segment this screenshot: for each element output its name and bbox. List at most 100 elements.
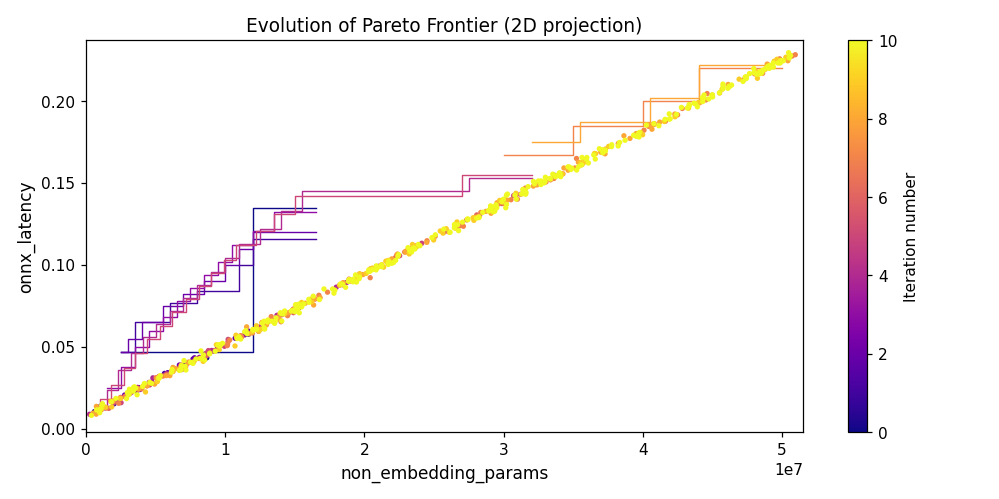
Point (195, 357, 211, 365)
Point (390, 250, 406, 258)
Point (632, 129, 648, 137)
Point (631, 133, 647, 141)
Point (642, 122, 658, 130)
Point (403, 247, 419, 254)
Point (185, 355, 201, 363)
Point (273, 318, 289, 326)
Point (687, 100, 703, 108)
Point (111, 399, 127, 407)
Point (754, 68, 770, 76)
Point (489, 201, 504, 209)
Point (646, 120, 662, 128)
Point (273, 309, 289, 317)
Point (749, 68, 765, 76)
Point (342, 276, 358, 284)
Point (555, 164, 571, 172)
Point (287, 308, 303, 316)
Point (580, 159, 596, 167)
Point (164, 367, 180, 375)
Point (123, 389, 139, 397)
Point (151, 374, 167, 382)
Point (163, 368, 179, 376)
Point (398, 249, 414, 256)
Point (363, 265, 379, 273)
Point (173, 366, 189, 374)
Point (531, 179, 547, 187)
Point (472, 214, 488, 222)
Point (368, 266, 384, 274)
Point (634, 131, 650, 139)
Point (517, 185, 533, 193)
Point (370, 264, 386, 272)
Point (532, 181, 548, 189)
Point (468, 214, 484, 222)
Point (288, 301, 304, 309)
Point (784, 52, 800, 60)
Point (486, 208, 501, 216)
Point (656, 118, 672, 126)
Point (560, 167, 576, 175)
Point (320, 288, 336, 296)
Point (285, 306, 301, 314)
Point (690, 99, 706, 107)
Point (748, 70, 764, 78)
Point (466, 214, 482, 222)
Point (761, 62, 777, 70)
Point (369, 262, 385, 270)
Point (312, 294, 328, 302)
Point (673, 104, 689, 112)
Point (483, 204, 499, 212)
Point (253, 325, 269, 333)
Point (93, 405, 109, 413)
Point (408, 243, 424, 251)
Point (544, 171, 560, 179)
Point (352, 270, 368, 278)
Point (617, 137, 633, 145)
Point (131, 385, 147, 393)
Point (591, 145, 607, 153)
Point (497, 199, 512, 207)
Point (638, 121, 654, 129)
Point (286, 305, 302, 313)
Point (487, 208, 502, 216)
Point (241, 330, 257, 338)
Point (400, 244, 416, 252)
Point (243, 328, 259, 336)
Point (136, 382, 152, 390)
Point (210, 342, 226, 350)
Point (746, 69, 762, 77)
Point (239, 323, 255, 331)
Point (275, 310, 291, 318)
Point (91, 406, 107, 414)
Point (506, 192, 522, 200)
Point (552, 170, 568, 178)
Point (640, 123, 656, 131)
Point (578, 154, 594, 162)
Point (775, 57, 791, 65)
Point (227, 342, 243, 350)
Point (292, 301, 308, 309)
Point (173, 364, 189, 372)
Point (392, 252, 408, 260)
Point (512, 191, 528, 199)
Point (93, 406, 109, 414)
Point (419, 239, 435, 247)
Point (570, 163, 586, 171)
Point (508, 196, 524, 204)
Point (355, 271, 371, 279)
Point (362, 267, 378, 275)
Point (260, 316, 276, 324)
Point (753, 70, 769, 78)
Point (290, 304, 306, 312)
Point (335, 281, 351, 289)
Point (196, 352, 212, 360)
Point (657, 118, 673, 126)
Point (260, 318, 276, 326)
Point (274, 311, 290, 319)
Point (307, 295, 323, 303)
Point (374, 261, 390, 269)
Point (492, 197, 507, 205)
Point (681, 101, 697, 109)
Point (409, 243, 425, 251)
Point (754, 70, 770, 78)
